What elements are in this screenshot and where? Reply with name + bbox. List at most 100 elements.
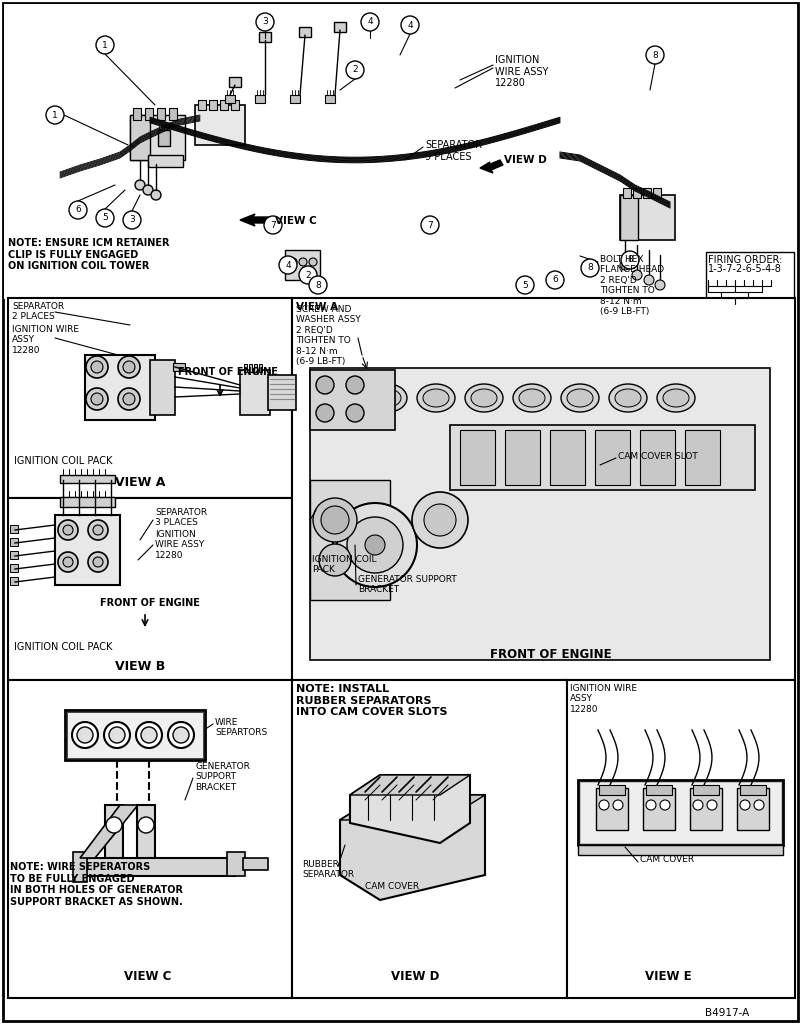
Circle shape (93, 525, 103, 535)
Circle shape (88, 520, 108, 540)
Text: FIRING ORDER:: FIRING ORDER: (708, 255, 783, 265)
Circle shape (316, 404, 334, 422)
Bar (65, 710, 205, 760)
Ellipse shape (561, 384, 599, 412)
Circle shape (264, 216, 282, 234)
Circle shape (313, 498, 357, 542)
Circle shape (655, 280, 665, 290)
Bar (249, 364, 252, 372)
Circle shape (599, 800, 609, 810)
Bar (596, 788, 628, 830)
Circle shape (412, 492, 468, 548)
Bar (60, 497, 115, 507)
Text: VIEW D: VIEW D (504, 155, 547, 165)
Bar (158, 130, 170, 146)
Polygon shape (310, 368, 770, 660)
Bar (633, 188, 641, 198)
Text: 3: 3 (262, 17, 268, 27)
Bar (450, 425, 755, 490)
Bar (505, 430, 540, 485)
Text: 8: 8 (627, 256, 633, 264)
Bar (325, 95, 335, 103)
Bar (133, 108, 141, 120)
Circle shape (151, 190, 161, 200)
Text: SEPARATOR
2 PLACES: SEPARATOR 2 PLACES (12, 302, 64, 322)
Bar (225, 95, 235, 103)
Circle shape (58, 552, 78, 572)
Ellipse shape (423, 389, 449, 407)
Bar (580, 782, 781, 843)
Ellipse shape (567, 389, 593, 407)
Polygon shape (340, 795, 485, 820)
Circle shape (346, 61, 364, 79)
Bar (231, 100, 239, 110)
Circle shape (91, 361, 103, 373)
Bar (578, 780, 783, 845)
Bar (209, 100, 217, 110)
Text: 8: 8 (587, 263, 593, 272)
Text: VIEW E: VIEW E (645, 970, 691, 983)
Text: 8: 8 (315, 281, 321, 290)
Bar (169, 108, 177, 120)
Bar (229, 77, 241, 87)
Bar (157, 108, 165, 120)
Bar (198, 100, 206, 110)
Bar (640, 430, 675, 485)
Bar (105, 805, 123, 860)
Text: FRONT OF ENGINE: FRONT OF ENGINE (178, 367, 278, 377)
Text: 8: 8 (652, 50, 658, 59)
Bar (8, 298, 292, 498)
Polygon shape (480, 160, 503, 173)
Text: 7: 7 (427, 220, 433, 229)
Circle shape (136, 722, 162, 748)
Circle shape (77, 727, 93, 743)
Bar (740, 785, 766, 795)
Circle shape (93, 557, 103, 567)
Bar (145, 108, 153, 120)
Circle shape (173, 727, 189, 743)
Ellipse shape (321, 384, 359, 412)
Text: IGNITION COIL PACK: IGNITION COIL PACK (14, 456, 112, 466)
Text: NOTE: WIRE SEPERATORS
TO BE FULLY ENGAGED
IN BOTH HOLES OF GENERATOR
SUPPORT BRA: NOTE: WIRE SEPERATORS TO BE FULLY ENGAGE… (10, 862, 183, 907)
Bar (259, 32, 271, 42)
Bar (10, 551, 18, 559)
Text: 2: 2 (305, 270, 311, 280)
Bar (10, 564, 18, 572)
Text: 4: 4 (367, 17, 372, 27)
Text: CAM COVER SLOT: CAM COVER SLOT (618, 452, 698, 461)
Circle shape (123, 211, 141, 229)
Circle shape (118, 356, 140, 378)
Text: 1: 1 (102, 41, 108, 49)
Bar (130, 115, 185, 160)
Bar (130, 115, 150, 160)
Ellipse shape (513, 384, 551, 412)
Text: WIRE
SEPARTORS: WIRE SEPARTORS (215, 718, 268, 737)
Circle shape (104, 722, 130, 748)
Circle shape (646, 800, 656, 810)
Ellipse shape (657, 384, 695, 412)
Text: VIEW A: VIEW A (115, 476, 165, 489)
Circle shape (754, 800, 764, 810)
Bar (220, 100, 228, 110)
Bar (550, 430, 585, 485)
Bar (244, 364, 247, 372)
Ellipse shape (465, 384, 503, 412)
Bar (243, 858, 268, 870)
Text: VIEW C: VIEW C (275, 216, 316, 226)
Bar (10, 525, 18, 534)
Circle shape (309, 276, 327, 294)
Ellipse shape (375, 389, 401, 407)
Circle shape (546, 271, 564, 289)
Circle shape (333, 503, 417, 587)
Circle shape (309, 258, 317, 266)
Bar (10, 577, 18, 585)
Bar (259, 364, 262, 372)
Bar (150, 360, 175, 415)
Circle shape (346, 376, 364, 394)
Text: SCREW AND
WASHER ASSY
2 REQ'D
TIGHTEN TO
8-12 N·m
(6-9 LB-FT): SCREW AND WASHER ASSY 2 REQ'D TIGHTEN TO… (296, 305, 360, 366)
Bar (268, 375, 296, 410)
Bar (334, 22, 346, 32)
Bar (255, 95, 265, 103)
Ellipse shape (609, 384, 647, 412)
Circle shape (321, 506, 349, 534)
